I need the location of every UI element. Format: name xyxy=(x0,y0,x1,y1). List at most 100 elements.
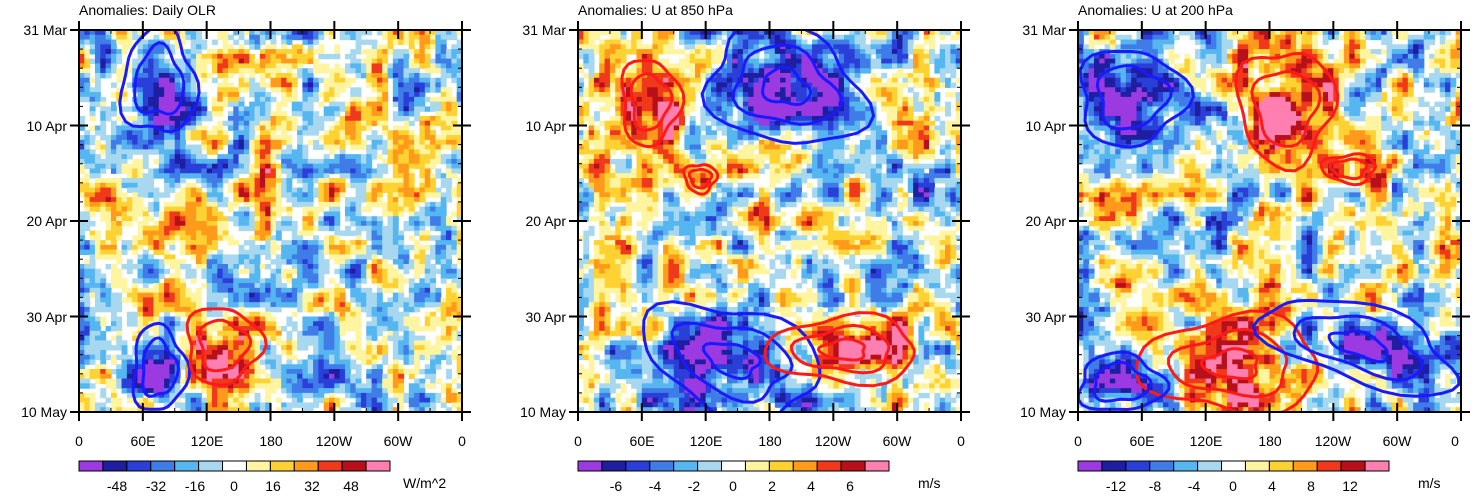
heatmap-cell xyxy=(84,397,91,404)
colorbar-swatch xyxy=(102,460,128,472)
heatmap-cell xyxy=(243,178,250,184)
heatmap-cell xyxy=(89,359,96,365)
heatmap-cell xyxy=(126,354,133,361)
heatmap-cell xyxy=(446,330,452,337)
heatmap-cell xyxy=(376,354,383,361)
heatmap-cell xyxy=(350,120,357,127)
heatmap-cell xyxy=(398,311,405,318)
heatmap-cell xyxy=(329,249,335,256)
heatmap-cell xyxy=(382,354,389,361)
heatmap-cell xyxy=(238,359,245,365)
heatmap-cell xyxy=(302,230,309,236)
heatmap-cell xyxy=(758,30,765,36)
heatmap-cell xyxy=(89,230,96,236)
heatmap-cell xyxy=(366,349,373,356)
heatmap-cell xyxy=(451,187,458,193)
heatmap-cell xyxy=(339,244,346,251)
heatmap-cell xyxy=(259,278,266,284)
heatmap-cell xyxy=(366,49,373,55)
heatmap-cell xyxy=(456,92,462,98)
heatmap-cell xyxy=(110,402,117,408)
colorbar-swatch xyxy=(222,460,247,472)
heatmap-cell xyxy=(281,158,288,165)
heatmap-cell xyxy=(148,292,155,299)
heatmap-cell xyxy=(398,63,405,69)
heatmap-cell xyxy=(249,58,256,65)
heatmap-cell xyxy=(435,211,442,217)
heatmap-cell xyxy=(217,72,224,79)
heatmap-cell xyxy=(142,249,149,256)
heatmap-cell xyxy=(398,178,405,184)
heatmap-cell xyxy=(408,87,415,93)
heatmap-cell xyxy=(456,154,462,160)
heatmap-cell xyxy=(318,268,325,275)
heatmap-cell xyxy=(430,273,436,279)
heatmap-cell xyxy=(110,354,117,361)
heatmap-cell xyxy=(435,111,442,117)
heatmap-cell xyxy=(297,230,304,236)
heatmap-cell xyxy=(376,287,383,294)
heatmap-cell xyxy=(281,283,288,289)
heatmap-cell xyxy=(456,316,462,322)
heatmap-cell xyxy=(275,149,282,155)
heatmap-cell xyxy=(137,273,144,279)
heatmap-cell xyxy=(243,206,250,213)
heatmap-cell xyxy=(105,306,112,313)
heatmap-cell xyxy=(440,211,447,217)
heatmap-cell xyxy=(164,92,171,98)
heatmap-cell xyxy=(132,63,139,69)
heatmap-cell xyxy=(275,230,282,236)
heatmap-cell xyxy=(270,115,277,122)
heatmap-cell xyxy=(302,254,309,260)
heatmap-cell xyxy=(180,187,186,193)
heatmap-cell xyxy=(243,359,250,365)
heatmap-cell xyxy=(158,101,165,108)
heatmap-cell xyxy=(243,354,250,361)
heatmap-cell xyxy=(153,206,160,213)
heatmap-cell xyxy=(211,53,218,60)
heatmap-cell xyxy=(238,340,245,346)
heatmap-cell xyxy=(126,197,133,203)
heatmap-cell xyxy=(366,82,373,88)
heatmap-cell xyxy=(376,283,383,289)
heatmap-cell xyxy=(764,30,771,36)
heatmap-cell xyxy=(398,82,405,88)
heatmap-cell xyxy=(366,244,373,251)
heatmap-cell xyxy=(366,268,373,275)
heatmap-cell xyxy=(206,364,213,370)
heatmap-cell xyxy=(318,316,325,322)
heatmap-cell xyxy=(233,139,240,146)
heatmap-cell xyxy=(408,30,415,36)
heatmap-cell xyxy=(387,72,394,79)
heatmap-cell xyxy=(392,139,399,146)
heatmap-cell xyxy=(424,82,431,88)
heatmap-cell xyxy=(196,326,202,332)
heatmap-cell xyxy=(148,187,155,193)
heatmap-cell xyxy=(233,259,240,265)
heatmap-cell xyxy=(164,268,171,275)
heatmap-cell xyxy=(414,354,421,361)
heatmap-cell xyxy=(339,316,346,322)
heatmap-cell xyxy=(371,120,378,127)
heatmap-cell xyxy=(302,197,309,203)
heatmap-cell xyxy=(291,201,298,208)
heatmap-cell xyxy=(79,158,85,165)
heatmap-cell xyxy=(164,354,171,361)
heatmap-cell xyxy=(227,388,234,394)
heatmap-cell xyxy=(142,283,149,289)
heatmap-cell xyxy=(382,283,389,289)
heatmap-cell xyxy=(233,173,240,179)
heatmap-cell xyxy=(110,158,117,165)
heatmap-cell xyxy=(291,392,298,399)
heatmap-cell xyxy=(339,259,346,265)
heatmap-cell xyxy=(408,173,415,179)
heatmap-cell xyxy=(100,144,107,150)
heatmap-cell xyxy=(440,201,447,208)
heatmap-cell xyxy=(424,354,431,361)
heatmap-cell xyxy=(275,53,282,60)
heatmap-cell xyxy=(392,235,399,241)
heatmap-cell xyxy=(164,292,171,299)
heatmap-cell xyxy=(451,53,458,60)
heatmap-cell xyxy=(142,321,149,327)
heatmap-cell xyxy=(387,297,394,303)
